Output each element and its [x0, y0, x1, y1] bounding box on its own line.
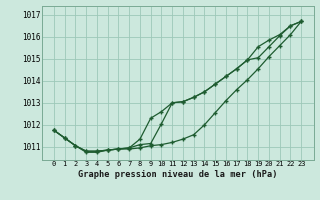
X-axis label: Graphe pression niveau de la mer (hPa): Graphe pression niveau de la mer (hPa)	[78, 170, 277, 179]
